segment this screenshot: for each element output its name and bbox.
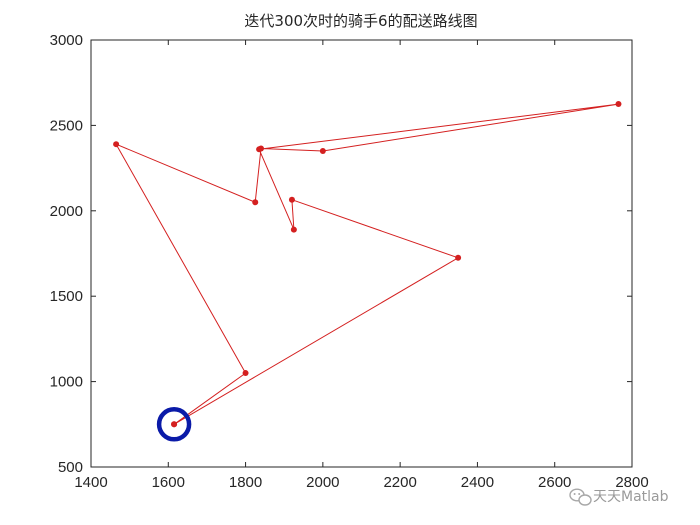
plot-area (91, 40, 632, 467)
route-point (615, 101, 622, 108)
watermark-text: 天天Matlab (593, 489, 669, 505)
chart-title: 迭代300次时的骑手6的配送路线图 (244, 12, 477, 30)
route-points-layer (113, 101, 622, 442)
x-tick-label: 2400 (461, 474, 494, 491)
watermark: 天天Matlab (569, 488, 669, 506)
y-tick-label: 500 (58, 459, 83, 476)
route-point (290, 226, 297, 233)
y-tick-label: 1500 (50, 288, 83, 305)
x-tick-label: 2200 (383, 474, 416, 491)
route-layer (115, 103, 619, 425)
y-tick-label: 3000 (50, 32, 83, 49)
axis-tick-labels: 1400 1600 1800 2000 2200 2400 2600 2800 500 1000 1… (50, 32, 649, 491)
depot-marker (156, 407, 192, 442)
y-tick-label: 1000 (50, 374, 83, 391)
x-tick-label: 2800 (615, 474, 648, 491)
x-tick-label: 1800 (229, 474, 262, 491)
x-tick-label: 2000 (306, 474, 339, 491)
route-point (242, 370, 249, 377)
x-tick-label: 1600 (152, 474, 185, 491)
route-line (115, 103, 619, 425)
route-point (113, 141, 120, 148)
x-tick-label: 1400 (74, 474, 107, 491)
route-point (319, 148, 326, 155)
plot-frame (90, 39, 633, 468)
route-point (288, 196, 295, 203)
wechat-icon (569, 488, 592, 506)
y-tick-label: 2500 (50, 117, 83, 134)
x-tick-label: 2600 (538, 474, 571, 491)
route-point (256, 146, 263, 153)
route-point (455, 254, 462, 261)
route-point (252, 199, 259, 206)
route-point (171, 421, 178, 428)
y-tick-label: 2000 (50, 203, 83, 220)
